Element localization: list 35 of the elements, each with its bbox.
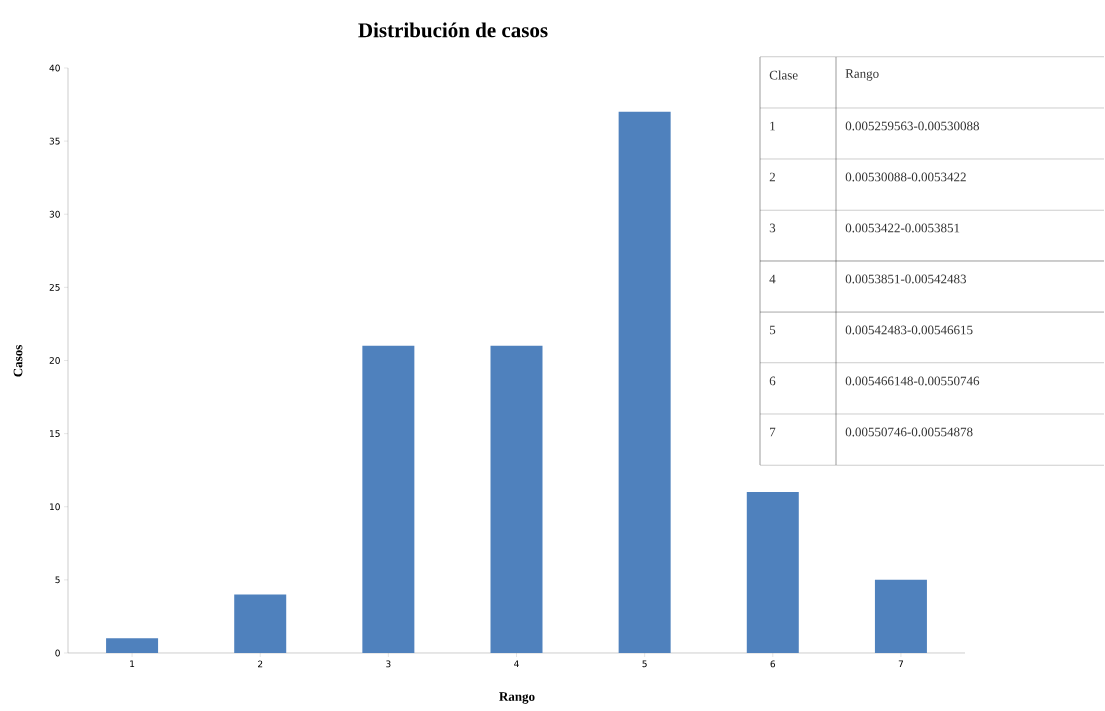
- x-axis-title: Rango: [499, 692, 535, 704]
- y-tick-label: 15: [50, 430, 60, 437]
- annotation: 0.005466148-0.00550746: [845, 376, 980, 386]
- y-tick-label: 20: [49, 357, 60, 364]
- annotation: 7: [770, 427, 776, 437]
- x-tick-label: 1: [130, 660, 135, 668]
- chart-title: Distribución de casos: [358, 22, 548, 38]
- annotation: 0.0053422-0.0053851: [845, 223, 960, 233]
- y-axis-title: Casos: [13, 345, 23, 377]
- y-tick-label: 10: [50, 503, 60, 511]
- annotation: Clase: [769, 70, 798, 80]
- annotation: 0.0053851-0.00542483: [845, 274, 967, 284]
- annotation: 5: [769, 325, 776, 335]
- y-tick-label: 25: [49, 283, 60, 291]
- annotation: 4: [769, 274, 776, 284]
- annotation: 1: [770, 121, 775, 131]
- annotation: 6: [769, 376, 776, 386]
- y-tick-label: 5: [55, 576, 60, 584]
- annotation: 0.005259563-0.00530088: [845, 121, 980, 131]
- annotation: 0.00542483-0.00546615: [845, 325, 973, 335]
- x-tick-label: 7: [898, 660, 904, 668]
- x-tick-label: 3: [386, 660, 391, 668]
- x-tick-label: 5: [642, 660, 647, 668]
- annotation: 3: [769, 223, 776, 233]
- annotation: 0.00550746-0.00554878: [845, 427, 973, 437]
- annotation: 2: [769, 172, 775, 182]
- x-tick-label: 4: [514, 660, 519, 668]
- annotation: Rango: [845, 69, 879, 81]
- annotation: 0.00530088-0.0053422: [845, 172, 966, 182]
- y-tick-label: 0: [55, 649, 60, 657]
- y-tick-label: 35: [49, 137, 60, 145]
- x-tick-label: 2: [258, 660, 263, 668]
- y-tick-label: 40: [49, 64, 60, 72]
- x-tick-label: 6: [770, 660, 776, 668]
- y-tick-label: 30: [49, 210, 60, 218]
